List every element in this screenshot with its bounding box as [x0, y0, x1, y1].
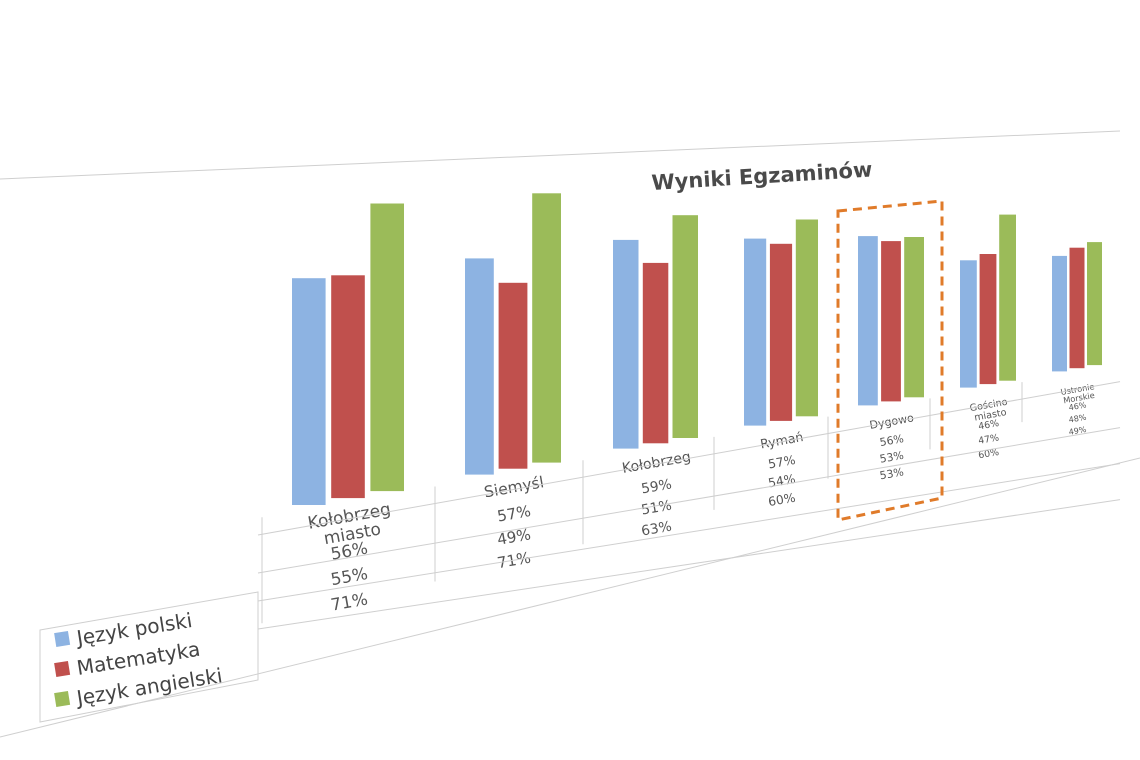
- bar-matematyka-4: [881, 241, 901, 402]
- bars-group: [292, 193, 1102, 505]
- value-label-matematyka-4: 53%: [879, 449, 905, 466]
- bar-polski-1: [465, 258, 494, 475]
- bar-matematyka-5: [979, 254, 997, 385]
- legend-swatch-polski: [54, 630, 71, 647]
- chart-frame: [0, 130, 1140, 738]
- bar-matematyka-2: [642, 262, 669, 444]
- legend-swatch-matematyka: [54, 660, 71, 677]
- value-label-polski-3: 57%: [767, 453, 796, 472]
- bar-angielski-5: [999, 214, 1016, 381]
- value-label-matematyka-0: 55%: [329, 563, 369, 589]
- value-label-matematyka-6: 48%: [1068, 413, 1087, 425]
- legend-swatch-angielski: [54, 690, 71, 707]
- table-row-divider: [257, 463, 1121, 602]
- value-label-polski-6: 46%: [1068, 400, 1087, 412]
- value-label-polski-1: 57%: [496, 502, 532, 526]
- bar-angielski-0: [370, 203, 404, 492]
- bar-polski-6: [1052, 255, 1067, 372]
- bar-matematyka-1: [498, 282, 528, 469]
- category-label-3: Rymań: [759, 429, 804, 451]
- value-label-matematyka-1: 49%: [496, 525, 532, 549]
- chart-title: Wyniki Egzaminów: [651, 158, 873, 195]
- data-table: Kołobrzegmiasto56%55%71%Siemyśl57%49%71%…: [257, 381, 1121, 630]
- value-label-matematyka-2: 51%: [640, 498, 673, 519]
- bar-angielski-4: [904, 237, 924, 398]
- bar-angielski-3: [795, 219, 818, 417]
- value-label-angielski-0: 71%: [329, 589, 369, 615]
- bar-polski-3: [744, 238, 767, 426]
- bar-polski-4: [858, 236, 878, 406]
- value-label-angielski-5: 60%: [977, 447, 1000, 461]
- bar-angielski-6: [1087, 242, 1102, 366]
- value-label-matematyka-5: 47%: [977, 432, 1000, 446]
- chart-top-border: [0, 130, 1121, 180]
- value-label-polski-4: 56%: [879, 432, 905, 449]
- table-row-divider: [257, 427, 1121, 574]
- bar-matematyka-3: [769, 243, 793, 421]
- category-label-2: Kołobrzeg: [621, 449, 692, 477]
- bar-angielski-2: [672, 215, 698, 438]
- table-row-divider: [257, 499, 1121, 630]
- value-label-matematyka-3: 54%: [767, 472, 796, 491]
- table-row-divider: [257, 381, 1121, 536]
- category-label-1: Siemyśl: [483, 473, 546, 501]
- legend-box: [39, 591, 259, 723]
- category-label-4: Dygowo: [868, 411, 915, 432]
- value-label-angielski-3: 60%: [767, 491, 796, 510]
- value-label-angielski-2: 63%: [640, 519, 673, 540]
- bar-matematyka-0: [331, 275, 365, 499]
- value-label-angielski-4: 53%: [879, 465, 905, 482]
- bar-polski-5: [960, 260, 977, 388]
- bar-matematyka-6: [1069, 247, 1085, 369]
- bar-polski-0: [292, 278, 326, 505]
- value-label-polski-2: 59%: [640, 476, 673, 497]
- value-label-polski-5: 46%: [977, 418, 1000, 432]
- chart-bottom-border: [0, 457, 1140, 738]
- bar-angielski-1: [532, 193, 561, 463]
- bar-polski-2: [613, 239, 639, 449]
